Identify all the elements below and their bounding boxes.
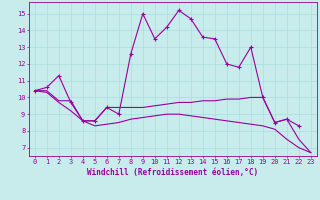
X-axis label: Windchill (Refroidissement éolien,°C): Windchill (Refroidissement éolien,°C) (87, 168, 258, 177)
